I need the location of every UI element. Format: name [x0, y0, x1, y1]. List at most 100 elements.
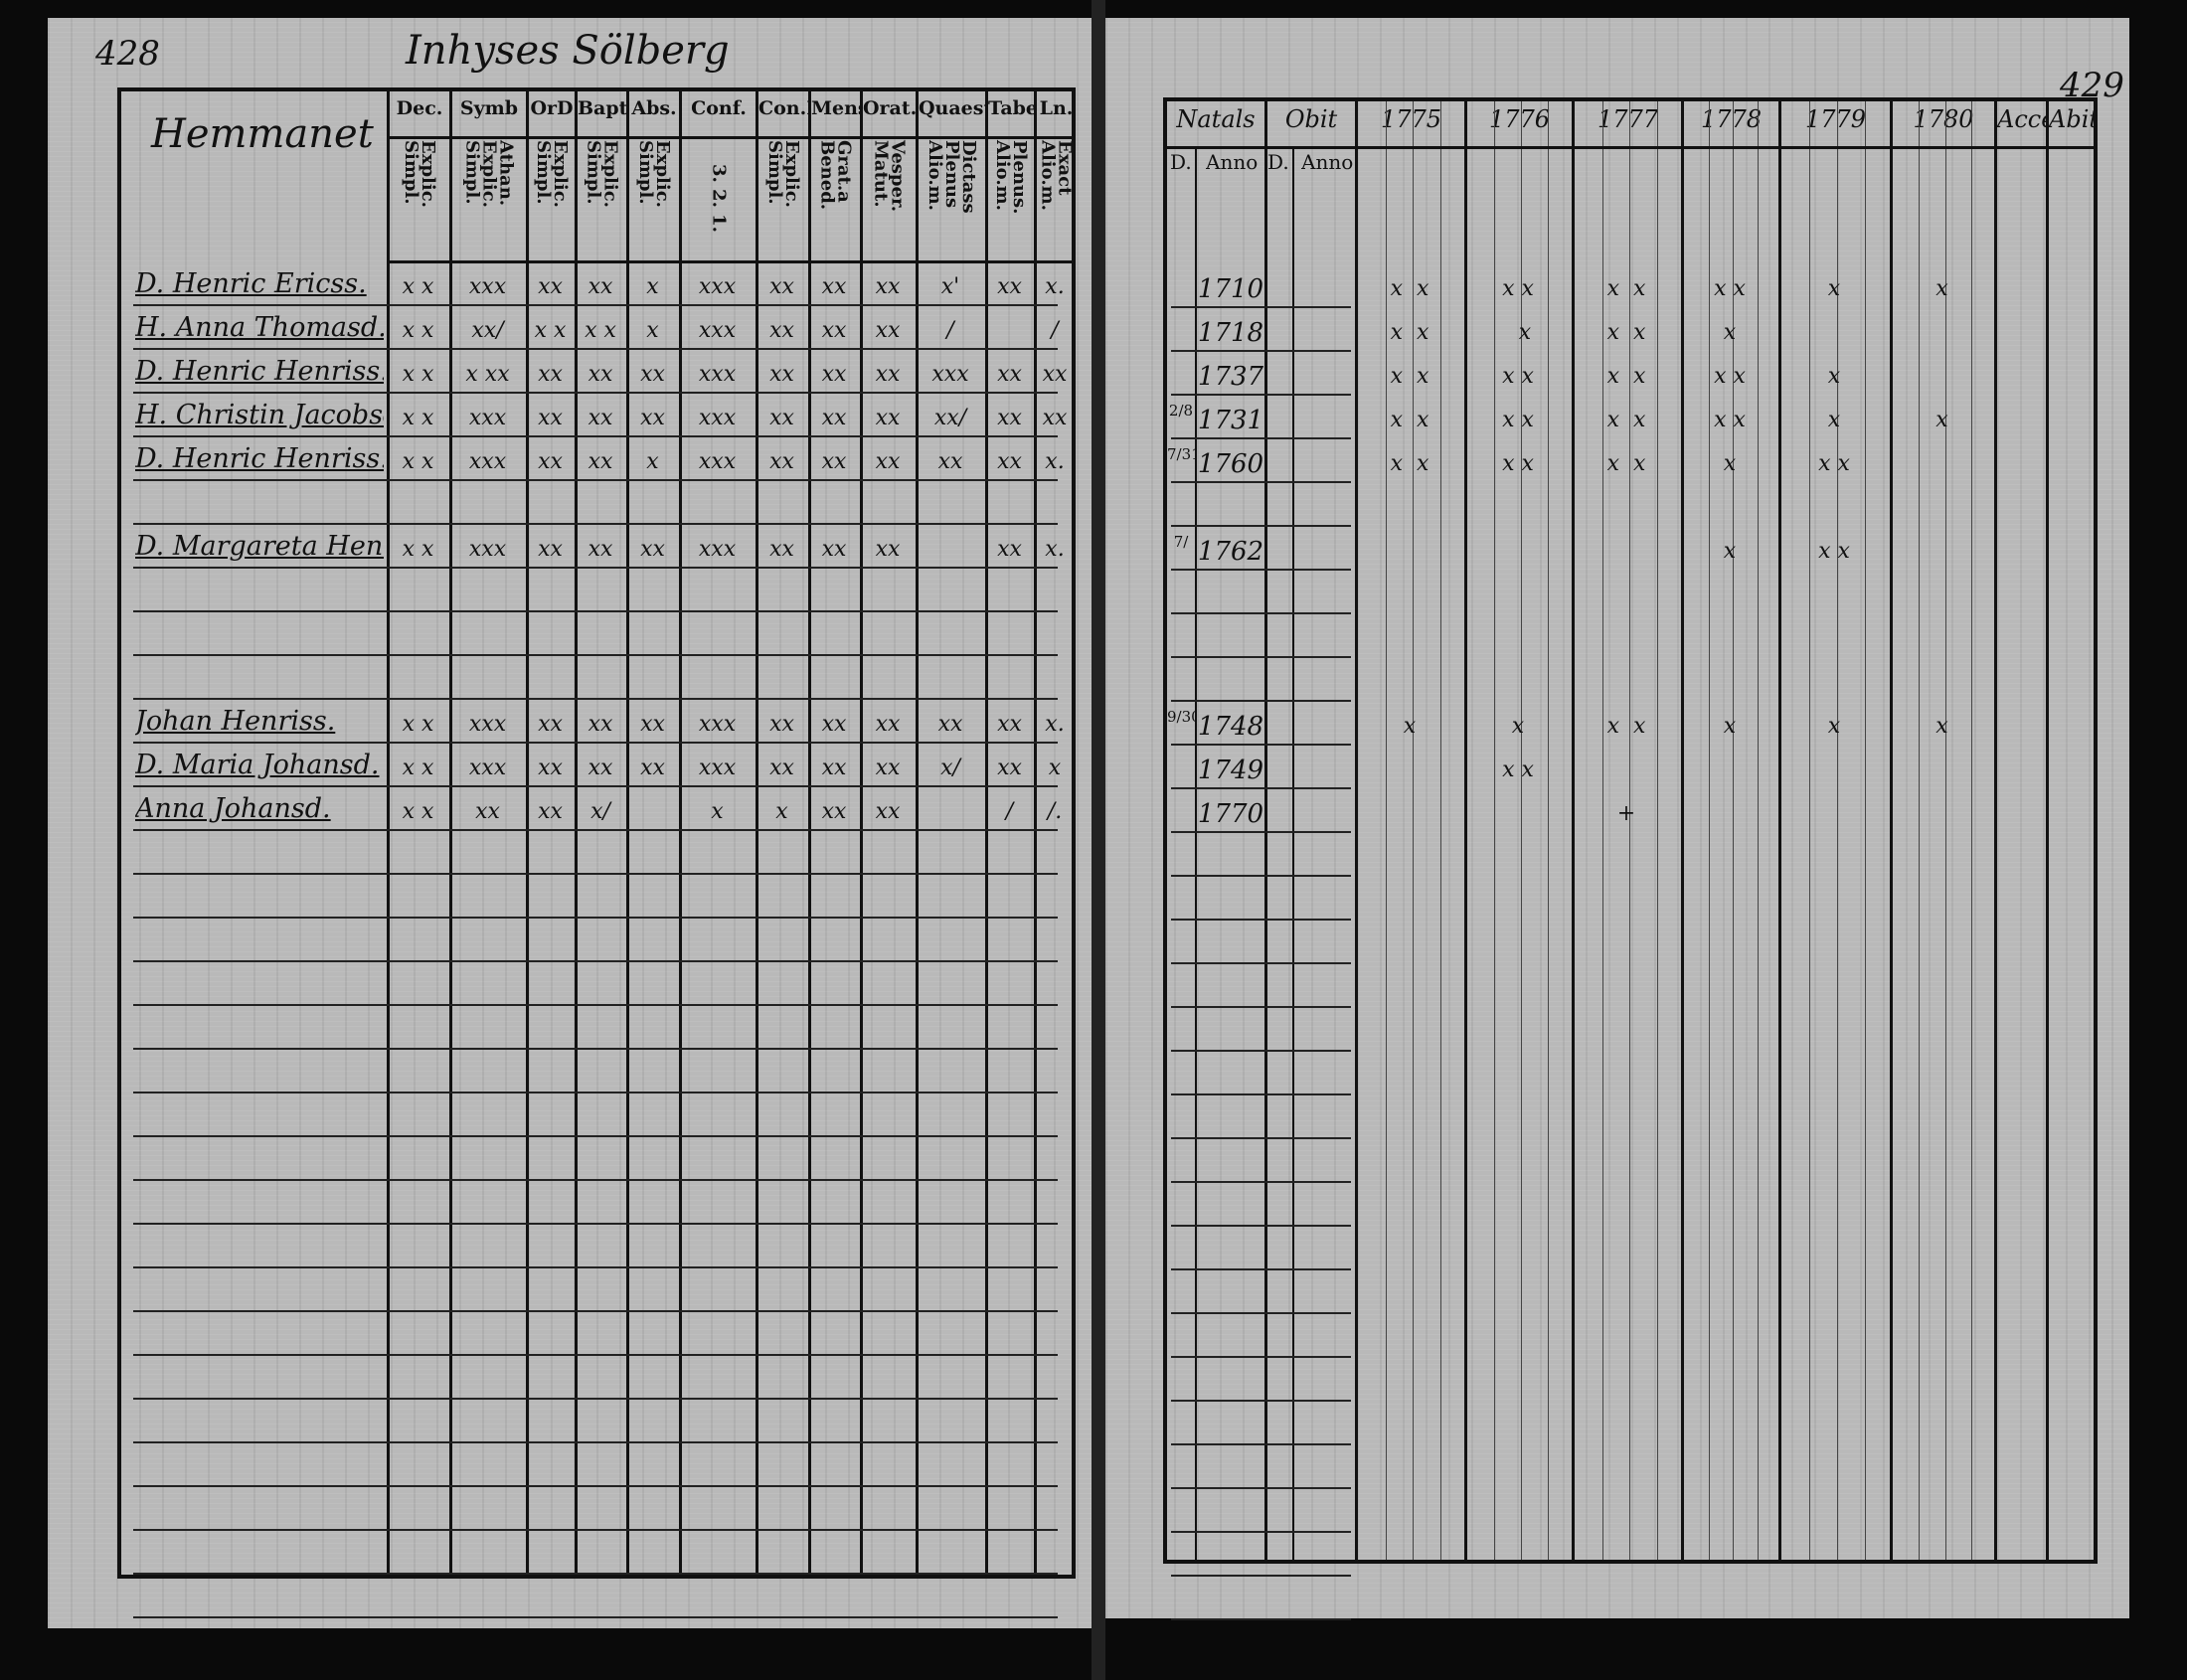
exam-mark: x x	[402, 756, 434, 780]
column-subheader: Explic. Simpl.	[401, 140, 438, 208]
exam-mark: xx	[875, 362, 901, 387]
attendance-mark: x x	[1606, 320, 1646, 345]
subcolumn-line	[1494, 101, 1495, 1560]
exam-mark: xx	[640, 537, 665, 562]
resident-name: D. Henric Ericss.	[135, 268, 367, 299]
exam-mark: xx	[821, 274, 847, 299]
row-line	[133, 1004, 1058, 1006]
attendance-mark: x x	[1606, 364, 1646, 389]
exam-mark: xx	[769, 756, 794, 780]
exam-mark: xxx	[698, 712, 737, 737]
row-line	[1171, 1400, 1351, 1402]
exam-mark: xx	[769, 274, 794, 299]
day-divider	[1292, 146, 1294, 1560]
column-header: 1778	[1700, 105, 1763, 133]
exam-mark: xx	[769, 449, 794, 474]
row-line	[133, 1398, 1058, 1400]
day-divider	[1195, 146, 1197, 1560]
row-line	[133, 392, 1058, 394]
exam-mark: x/	[940, 756, 960, 780]
row-line	[1171, 394, 1351, 396]
exam-mark: xxx	[698, 362, 737, 387]
row-line	[1171, 1268, 1351, 1270]
exam-mark: x.	[1045, 449, 1065, 474]
exam-mark: xx	[997, 406, 1022, 430]
exam-mark: xx	[875, 406, 901, 430]
column-subheader: Exact Alio.m.	[1037, 140, 1076, 211]
row-line	[1171, 919, 1351, 921]
exam-mark: x x	[534, 318, 567, 343]
birth-year: 1770	[1197, 799, 1264, 829]
column-subheader: Athan. Explic. Simpl.	[461, 140, 517, 208]
column-header: 1779	[1804, 105, 1867, 133]
column-year-1778: 1778	[1681, 101, 1778, 1560]
exam-mark: xx	[538, 274, 563, 299]
attendance-mark: x	[1935, 714, 1948, 739]
attendance-mark: x	[1723, 714, 1737, 739]
column-header: Con.D	[758, 97, 808, 119]
column-header: OrD	[530, 97, 574, 119]
attendance-mark: x x	[1818, 539, 1850, 564]
exam-mark: /	[1005, 799, 1014, 824]
column-symb: Symb Athan. Explic. Simpl.	[449, 91, 526, 1575]
row-line	[133, 698, 1058, 700]
birth-year: 1737	[1197, 362, 1264, 392]
subcolumn-line	[1757, 101, 1759, 1560]
row-line	[133, 1354, 1058, 1356]
exam-mark: x	[646, 449, 659, 474]
column-header: 1775	[1380, 105, 1442, 133]
row-line	[133, 1529, 1058, 1531]
row-line	[133, 829, 1058, 831]
exam-mark: xx	[875, 449, 901, 474]
exam-mark: x'	[940, 274, 960, 299]
attendance-mark: x	[1827, 364, 1841, 389]
column-year-1776: 1776	[1464, 101, 1572, 1560]
row-line	[1171, 481, 1351, 483]
row-line	[1171, 612, 1351, 614]
row-line	[133, 348, 1058, 350]
exam-mark: xx	[538, 449, 563, 474]
column-quaest: Quaest. Dictass Plenus Alio.m.	[916, 91, 985, 1575]
row-line	[1171, 744, 1351, 746]
resident-name: Anna Johansd.	[135, 793, 331, 824]
resident-name: Johan Henriss.	[135, 706, 336, 737]
attendance-mark: x x	[1606, 408, 1646, 432]
row-line	[1171, 875, 1351, 877]
attendance-mark: x	[1827, 714, 1841, 739]
row-line	[1171, 1356, 1351, 1358]
exam-mark: xx	[1042, 362, 1068, 387]
column-acce: Acce	[1994, 101, 2046, 1560]
subcolumn-line	[1548, 101, 1549, 1560]
attendance-mark: x	[1935, 276, 1948, 301]
column-header: Symb	[459, 97, 519, 119]
column-subheader: Explic. Simpl.	[533, 140, 571, 208]
row-line	[1171, 1618, 1351, 1620]
row-line	[133, 873, 1058, 875]
exam-mark: x x	[585, 318, 616, 343]
row-line	[133, 785, 1058, 787]
exam-mark: xx	[821, 406, 847, 430]
column-header: Orat.	[863, 97, 916, 119]
subcolumn-line	[1809, 101, 1810, 1560]
exam-mark: xx	[588, 449, 613, 474]
exam-mark: x x	[402, 712, 434, 737]
attendance-mark: x x	[1502, 364, 1534, 389]
left-register-table: Hemmanet Dec. Explic. Simpl. Symb Athan. Exp…	[117, 87, 1076, 1618]
column-subheader: Explic. Simpl.	[583, 140, 621, 208]
row-line	[1171, 1093, 1351, 1095]
attendance-mark: x	[1504, 320, 1532, 345]
exam-mark: x x	[402, 362, 434, 387]
right-page: 429 Natals Obit 1775 1776 1777 1778 1779 1780 Ac…	[1105, 18, 2129, 1620]
subcolumn-line	[1919, 101, 1921, 1560]
exam-mark: xx	[875, 537, 901, 562]
exam-mark: xxx	[468, 274, 507, 299]
row-line	[133, 1485, 1058, 1487]
exam-mark: x.	[1045, 712, 1065, 737]
exam-mark: xx	[538, 537, 563, 562]
exam-mark: x x	[402, 799, 434, 824]
subcolumn-line	[1656, 101, 1658, 1560]
row-line	[1171, 437, 1351, 439]
row-line	[1171, 1487, 1351, 1489]
exam-mark: xx	[640, 756, 665, 780]
row-line	[133, 1092, 1058, 1093]
